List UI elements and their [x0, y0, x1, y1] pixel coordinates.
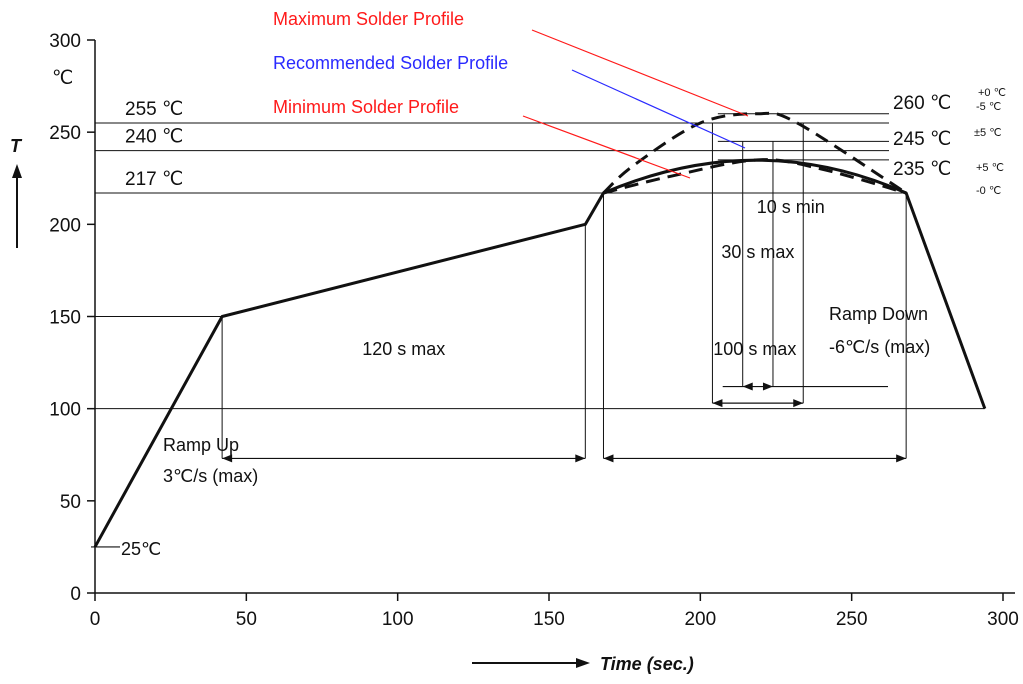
ramp-up-rate: 3℃/s (max) [163, 466, 258, 486]
pointer-minimum [522, 115, 691, 179]
duration-arrowhead-right [762, 382, 773, 391]
x-tick-label: 100 [382, 609, 414, 630]
pointer-maximum [531, 29, 749, 117]
x-tick-label: 300 [987, 609, 1019, 630]
y-tick-label: 250 [49, 123, 81, 144]
y-tick-label: 0 [70, 584, 81, 605]
pointer-recommended [571, 69, 746, 149]
duration-arrowhead-left [742, 382, 753, 391]
x-axis-arrow [472, 658, 590, 668]
duration-arrowhead-right [575, 454, 586, 463]
guide-lines [221, 122, 907, 459]
peak-label-245-tol: ±5 ℃ [974, 127, 1002, 139]
x-tick-label: 150 [533, 609, 565, 630]
y-tick-label: 300 [49, 31, 81, 52]
y-axis-arrow [12, 164, 22, 248]
peak-labels: 260 ℃ +0 ℃ -5 ℃ 245 ℃ ±5 ℃ 235 ℃ +5 ℃ -0… [893, 87, 1006, 197]
duration-label: 120 s max [362, 339, 445, 359]
y-tick-label: 100 [49, 400, 81, 421]
duration-arrowhead-left [603, 454, 614, 463]
y-axis-label: T [10, 136, 23, 156]
x-tick-label: 0 [90, 609, 101, 630]
peak-label-235: 235 ℃ [893, 159, 951, 180]
duration-arrowhead-left [222, 454, 233, 463]
y-tick-label: 150 [49, 308, 81, 329]
x-tick-label: 250 [836, 609, 868, 630]
duration-label: 30 s max [721, 242, 794, 262]
duration-label: 100 s max [713, 339, 796, 359]
duration-arrowhead-right [896, 454, 907, 463]
y-tick-label: 50 [60, 492, 81, 513]
legend-pointers [522, 29, 749, 179]
x-tick-label: 50 [236, 609, 257, 630]
level-lines: 255 ℃ 240 ℃ 217 ℃ [91, 99, 985, 548]
x-ticks: 0 50 100 150 200 250 300 [90, 593, 1019, 630]
peak-label-245: 245 ℃ [893, 129, 951, 150]
legend-recommended: Recommended Solder Profile [273, 53, 508, 73]
level-label: 255 ℃ [125, 99, 183, 120]
legend-minimum: Minimum Solder Profile [273, 97, 459, 117]
series-minimum-line [603, 158, 907, 195]
peak-label-260: 260 ℃ [893, 93, 951, 114]
legend-maximum: Maximum Solder Profile [273, 9, 464, 29]
ramp-up-label: Ramp Up [163, 435, 239, 455]
y-axis-unit: ℃ [52, 68, 73, 89]
peak-label-260-plus: +0 ℃ [978, 87, 1006, 99]
series-maximum-line [602, 111, 907, 195]
profiles [93, 111, 987, 548]
duration-markers: 120 s max 100 s max 10 s min 30 s max [222, 197, 907, 463]
level-label: 217 ℃ [125, 169, 183, 190]
ramp-down-label: Ramp Down [829, 304, 928, 324]
ramp-down-rate: -6℃/s (max) [829, 337, 930, 357]
duration-label: 10 s min [757, 197, 825, 217]
duration-arrowhead-right [793, 399, 804, 408]
y-tick-label: 200 [49, 215, 81, 236]
start-temperature-label: 25℃ [121, 539, 161, 559]
x-axis-label: Time (sec.) [600, 654, 694, 674]
duration-arrowhead-left [712, 399, 723, 408]
y-ticks: 0 50 100 150 200 250 300 [49, 31, 95, 605]
peak-label-235-plus: +5 ℃ [976, 162, 1004, 174]
x-tick-label: 200 [684, 609, 716, 630]
peak-label-260-minus: -5 ℃ [976, 101, 1001, 113]
peak-label-235-minus: -0 ℃ [976, 185, 1001, 197]
level-label: 240 ℃ [125, 127, 183, 148]
